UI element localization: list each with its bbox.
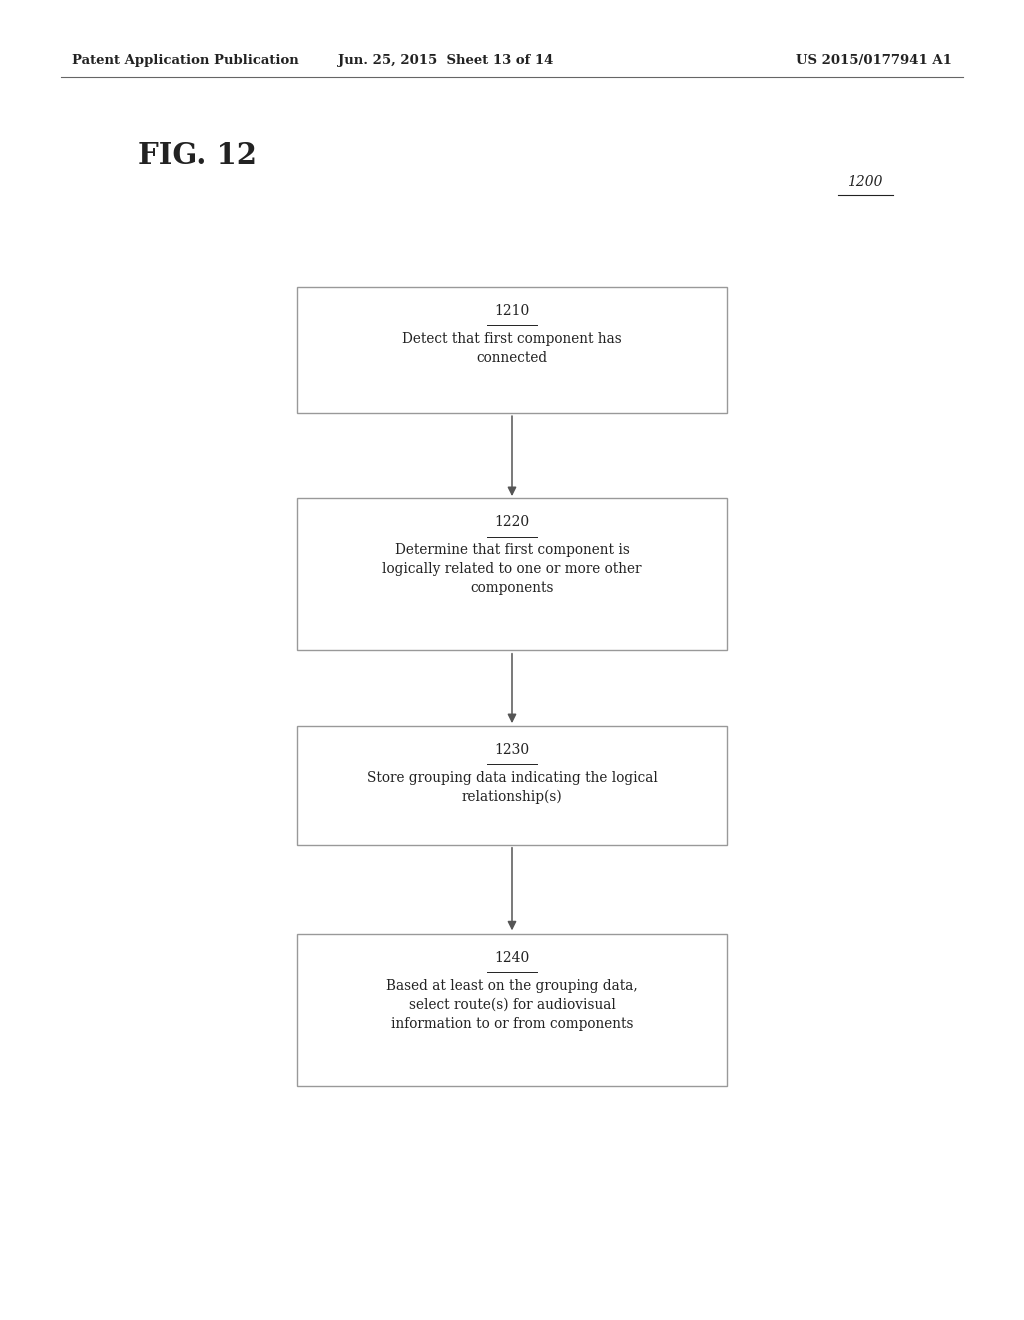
Text: 1240: 1240	[495, 950, 529, 965]
Text: FIG. 12: FIG. 12	[138, 141, 257, 170]
Bar	[297, 935, 727, 1085]
Text: Based at least on the grouping data,
select route(s) for audiovisual
information: Based at least on the grouping data, sel…	[386, 979, 638, 1031]
Bar	[297, 499, 727, 651]
Text: 1210: 1210	[495, 305, 529, 318]
Text: 1230: 1230	[495, 743, 529, 758]
Text: 1200: 1200	[848, 176, 883, 189]
Text: Detect that first component has
connected: Detect that first component has connecte…	[402, 333, 622, 364]
Text: 1220: 1220	[495, 516, 529, 529]
Text: Patent Application Publication: Patent Application Publication	[72, 54, 298, 67]
Text: Determine that first component is
logically related to one or more other
compone: Determine that first component is logica…	[382, 544, 642, 595]
Bar	[297, 288, 727, 412]
Text: Store grouping data indicating the logical
relationship(s): Store grouping data indicating the logic…	[367, 771, 657, 804]
Text: Jun. 25, 2015  Sheet 13 of 14: Jun. 25, 2015 Sheet 13 of 14	[338, 54, 553, 67]
Text: US 2015/0177941 A1: US 2015/0177941 A1	[797, 54, 952, 67]
Bar	[297, 726, 727, 845]
